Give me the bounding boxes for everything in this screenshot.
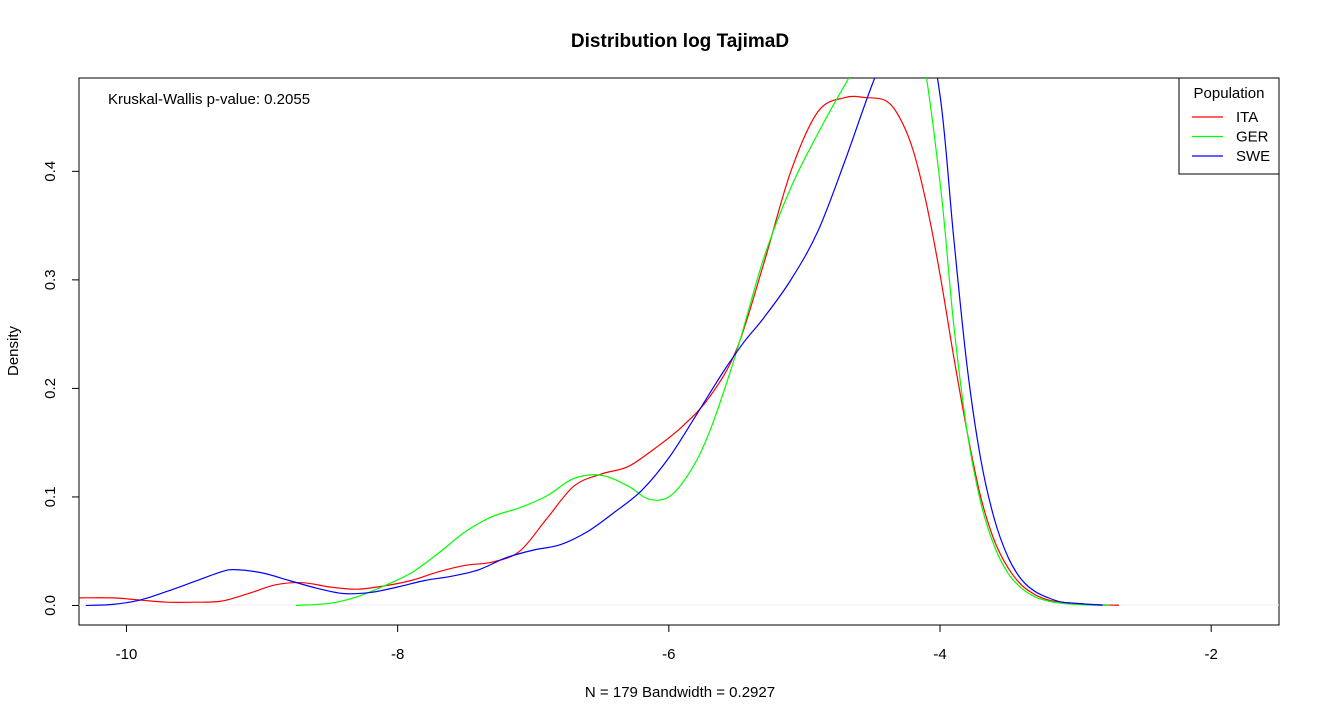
x-tick-label: -10 — [116, 646, 138, 663]
legend-label-swe: SWE — [1236, 148, 1270, 165]
legend-label-ger: GER — [1236, 129, 1269, 146]
y-axis-label: Density — [5, 325, 22, 376]
y-tick-label: 0.3 — [42, 269, 59, 290]
y-tick-label: 0.0 — [42, 595, 59, 616]
y-tick-label: 0.4 — [42, 161, 59, 182]
x-tick-label: -6 — [662, 646, 675, 663]
density-line-ita — [79, 95, 1120, 606]
plot-frame — [78, 77, 1280, 626]
x-axis-label: N = 179 Bandwidth = 0.2927 — [585, 684, 775, 701]
density-curves — [79, 78, 1120, 607]
legend-title: Population — [1194, 85, 1265, 102]
x-tick-label: -2 — [1205, 646, 1218, 663]
chart-title: Distribution log TajimaD — [571, 31, 789, 52]
density-line-swe — [85, 78, 1103, 607]
y-tick-label: 0.2 — [42, 378, 59, 399]
y-tick-label: 0.1 — [42, 487, 59, 508]
legend-box — [1178, 77, 1280, 175]
x-axis: -10 -8 -6 -4 -2 — [116, 625, 1218, 663]
x-tick-label: -8 — [391, 646, 404, 663]
kruskal-wallis-annotation: Kruskal-Wallis p-value: 0.2055 — [108, 91, 310, 108]
density-line-ger — [295, 78, 1110, 607]
x-tick-label: -4 — [933, 646, 946, 663]
legend-label-ita: ITA — [1236, 109, 1258, 126]
legend: Population ITA GER SWE — [1178, 77, 1280, 175]
y-axis: 0.0 0.1 0.2 0.3 0.4 — [42, 161, 79, 616]
